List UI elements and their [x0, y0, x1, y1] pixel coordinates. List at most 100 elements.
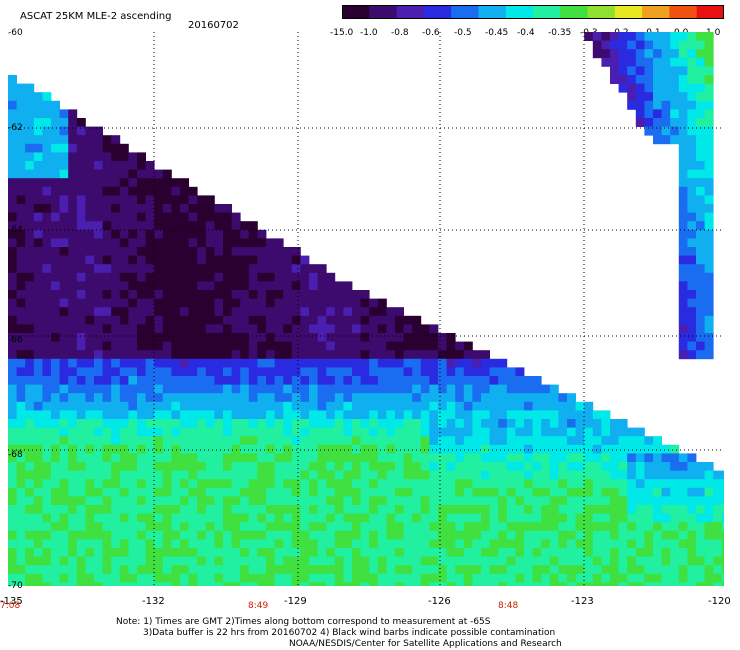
map-cell	[94, 436, 103, 446]
map-cell	[145, 479, 155, 489]
map-cell	[653, 40, 662, 50]
map-cell	[42, 238, 52, 248]
map-cell	[472, 505, 482, 514]
map-cell	[412, 358, 422, 368]
map-cell	[567, 419, 576, 428]
map-cell	[188, 565, 198, 575]
map-cell	[610, 49, 619, 59]
map-cell	[102, 307, 112, 317]
map-cell	[25, 186, 35, 196]
map-cell	[274, 505, 284, 514]
map-cell	[51, 333, 60, 342]
map-cell	[687, 324, 697, 334]
map-cell	[266, 479, 275, 489]
map-cell	[180, 195, 189, 205]
map-cell	[214, 221, 224, 231]
map-cell	[601, 444, 611, 454]
map-cell	[283, 513, 293, 523]
map-cell	[33, 436, 43, 446]
map-cell	[567, 410, 576, 420]
map-cell	[283, 272, 293, 282]
map-cell	[16, 419, 26, 428]
map-cell	[16, 161, 26, 170]
map-cell	[403, 573, 413, 583]
map-cell	[446, 513, 456, 523]
map-cell	[326, 453, 336, 463]
map-cell	[352, 496, 361, 506]
map-cell	[498, 479, 508, 489]
map-cell	[33, 444, 43, 454]
map-cell	[145, 462, 155, 471]
map-cell	[223, 479, 232, 489]
map-cell	[567, 487, 576, 497]
map-cell	[248, 238, 258, 248]
map-cell	[197, 195, 207, 205]
map-cell	[8, 333, 17, 342]
map-cell	[386, 350, 396, 360]
map-cell	[257, 513, 267, 523]
map-cell	[481, 470, 490, 480]
map-cell	[76, 238, 86, 248]
map-cell	[653, 49, 662, 59]
map-cell	[223, 298, 232, 308]
map-cell	[601, 556, 611, 566]
map-cell	[541, 505, 551, 514]
map-cell	[489, 513, 499, 523]
map-cell	[76, 281, 86, 291]
map-cell	[377, 453, 387, 463]
map-cell	[51, 290, 60, 299]
map-cell	[76, 255, 86, 265]
map-cell	[687, 290, 697, 299]
map-cell	[532, 376, 542, 385]
map-cell	[119, 186, 129, 196]
map-cell	[145, 290, 155, 299]
map-cell	[644, 530, 654, 540]
map-cell	[145, 401, 155, 411]
map-cell	[171, 333, 181, 342]
map-cell	[291, 505, 301, 514]
map-cell	[635, 462, 645, 471]
map-cell	[412, 444, 422, 454]
map-cell	[94, 281, 103, 291]
map-cell	[94, 152, 103, 162]
map-cell	[145, 444, 155, 454]
map-cell	[137, 221, 146, 231]
map-cell	[532, 384, 542, 394]
map-cell	[489, 358, 499, 368]
map-cell	[59, 229, 69, 239]
map-cell	[661, 49, 671, 59]
map-cell	[403, 427, 413, 437]
map-cell	[197, 315, 207, 325]
map-cell	[85, 556, 95, 566]
map-cell	[154, 444, 164, 454]
map-cell	[111, 290, 121, 299]
map-cell	[635, 40, 645, 50]
map-cell	[532, 487, 542, 497]
map-cell	[223, 367, 232, 377]
map-cell	[102, 384, 112, 394]
lat-label-68: -68	[8, 450, 23, 460]
map-cell	[94, 419, 103, 428]
map-cell	[455, 470, 465, 480]
map-cell	[180, 401, 189, 411]
map-cell	[429, 496, 439, 506]
map-cell	[567, 548, 576, 557]
map-cell	[515, 556, 525, 566]
map-cell	[670, 479, 680, 489]
map-cell	[420, 522, 430, 532]
map-cell	[248, 393, 258, 403]
map-cell	[42, 350, 52, 360]
map-cell	[309, 376, 318, 385]
map-cell	[386, 393, 396, 403]
map-cell	[291, 307, 301, 317]
map-cell	[119, 505, 129, 514]
map-cell	[395, 436, 404, 446]
map-cell	[214, 212, 224, 222]
map-cell	[352, 358, 361, 368]
map-cell	[137, 496, 146, 506]
map-cell	[463, 410, 473, 420]
map-cell	[670, 530, 680, 540]
map-cell	[188, 264, 198, 274]
map-cell	[704, 479, 714, 489]
map-cell	[8, 436, 17, 446]
